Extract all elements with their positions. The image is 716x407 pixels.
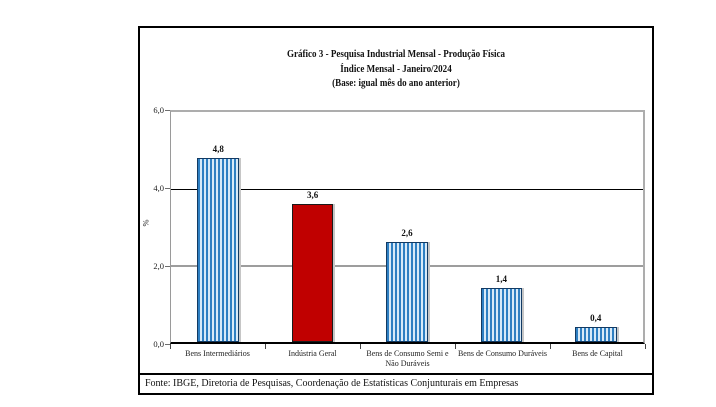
bar-group: 2,6 [360,112,454,342]
chart-title: Gráfico 3 - Pesquisa Industrial Mensal -… [286,49,506,60]
x-tick [455,344,456,349]
bar [291,204,334,342]
bar-value-label: 1,4 [495,274,507,285]
category-label: Indústria Geral [288,349,337,358]
y-tick-label: 0,0 [153,339,164,349]
bar-group: 1,4 [454,112,548,342]
plot-area: 4,8 3,6 2,6 1,4 0,4 [170,110,645,344]
source-note: Fonte: IBGE, Diretoria de Pesquisas, Coo… [140,373,652,393]
y-tick [165,187,170,189]
y-tick-label: 6,0 [153,105,164,115]
bar [386,242,428,342]
y-tick-label: 4,0 [153,183,164,193]
bar-value-label: 4,8 [212,144,224,154]
bar-group: 0,4 [549,112,643,342]
bar-group: 3,6 [265,112,359,342]
y-tick [165,265,170,267]
x-tick [360,344,361,349]
chart-base-note: (Base: igual mês do ano anterior) [332,78,460,89]
chart-subtitle: Índice Mensal - Janeiro/2024 [340,63,452,75]
bar-value-label: 0,4 [590,312,602,323]
bar-value-label: 2,6 [401,228,413,239]
gridline [171,188,643,190]
chart-frame: Gráfico 3 - Pesquisa Industrial Mensal -… [138,26,654,395]
y-tick [165,109,170,111]
x-tick [550,344,551,349]
category-label: Bens de Consumo Semi e Não Duráveis [366,349,449,368]
y-tick [165,343,170,345]
category-label: Bens Intermediários [185,349,250,358]
bar-group: 4,8 [171,112,265,342]
bar-value-label: 3,6 [306,190,319,200]
chart-title-block: Gráfico 3 - Pesquisa Industrial Mensal -… [176,48,616,92]
bar [575,326,617,342]
category-label: Bens de Consumo Duráveis [457,349,548,358]
bar [197,158,239,342]
x-tick [170,344,171,349]
bar [480,288,523,342]
y-tick-label: 2,0 [153,261,164,271]
x-tick [265,344,266,349]
x-tick [645,344,646,349]
category-label: Bens de Capital [572,349,623,358]
y-axis-label: % [140,219,151,227]
